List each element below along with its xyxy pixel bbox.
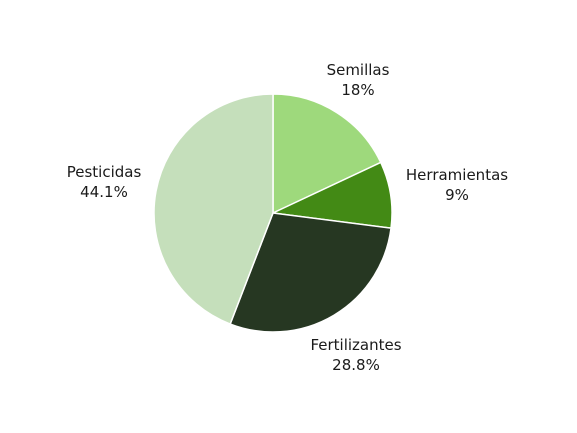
pie-slice-fertilizantes xyxy=(229,212,392,333)
slice-name-label: Fertilizantes xyxy=(310,336,401,354)
pie-slice-pesticidas xyxy=(153,93,274,326)
slice-value-label: 44.1% xyxy=(80,183,128,201)
pie-slice-semillas xyxy=(272,93,382,215)
pie-slices xyxy=(153,93,393,333)
pie-labels: Semillas 18% Herramientas 9% Fertilizantes 28… xyxy=(67,61,509,374)
slice-value-label: 28.8% xyxy=(332,356,380,374)
slice-name-label: Pesticidas xyxy=(67,163,142,181)
slice-name-label: Herramientas xyxy=(406,166,508,184)
slice-value-label: 9% xyxy=(445,186,469,204)
slice-name-label: Semillas xyxy=(327,61,390,79)
slice-value-label: 18% xyxy=(341,81,374,99)
